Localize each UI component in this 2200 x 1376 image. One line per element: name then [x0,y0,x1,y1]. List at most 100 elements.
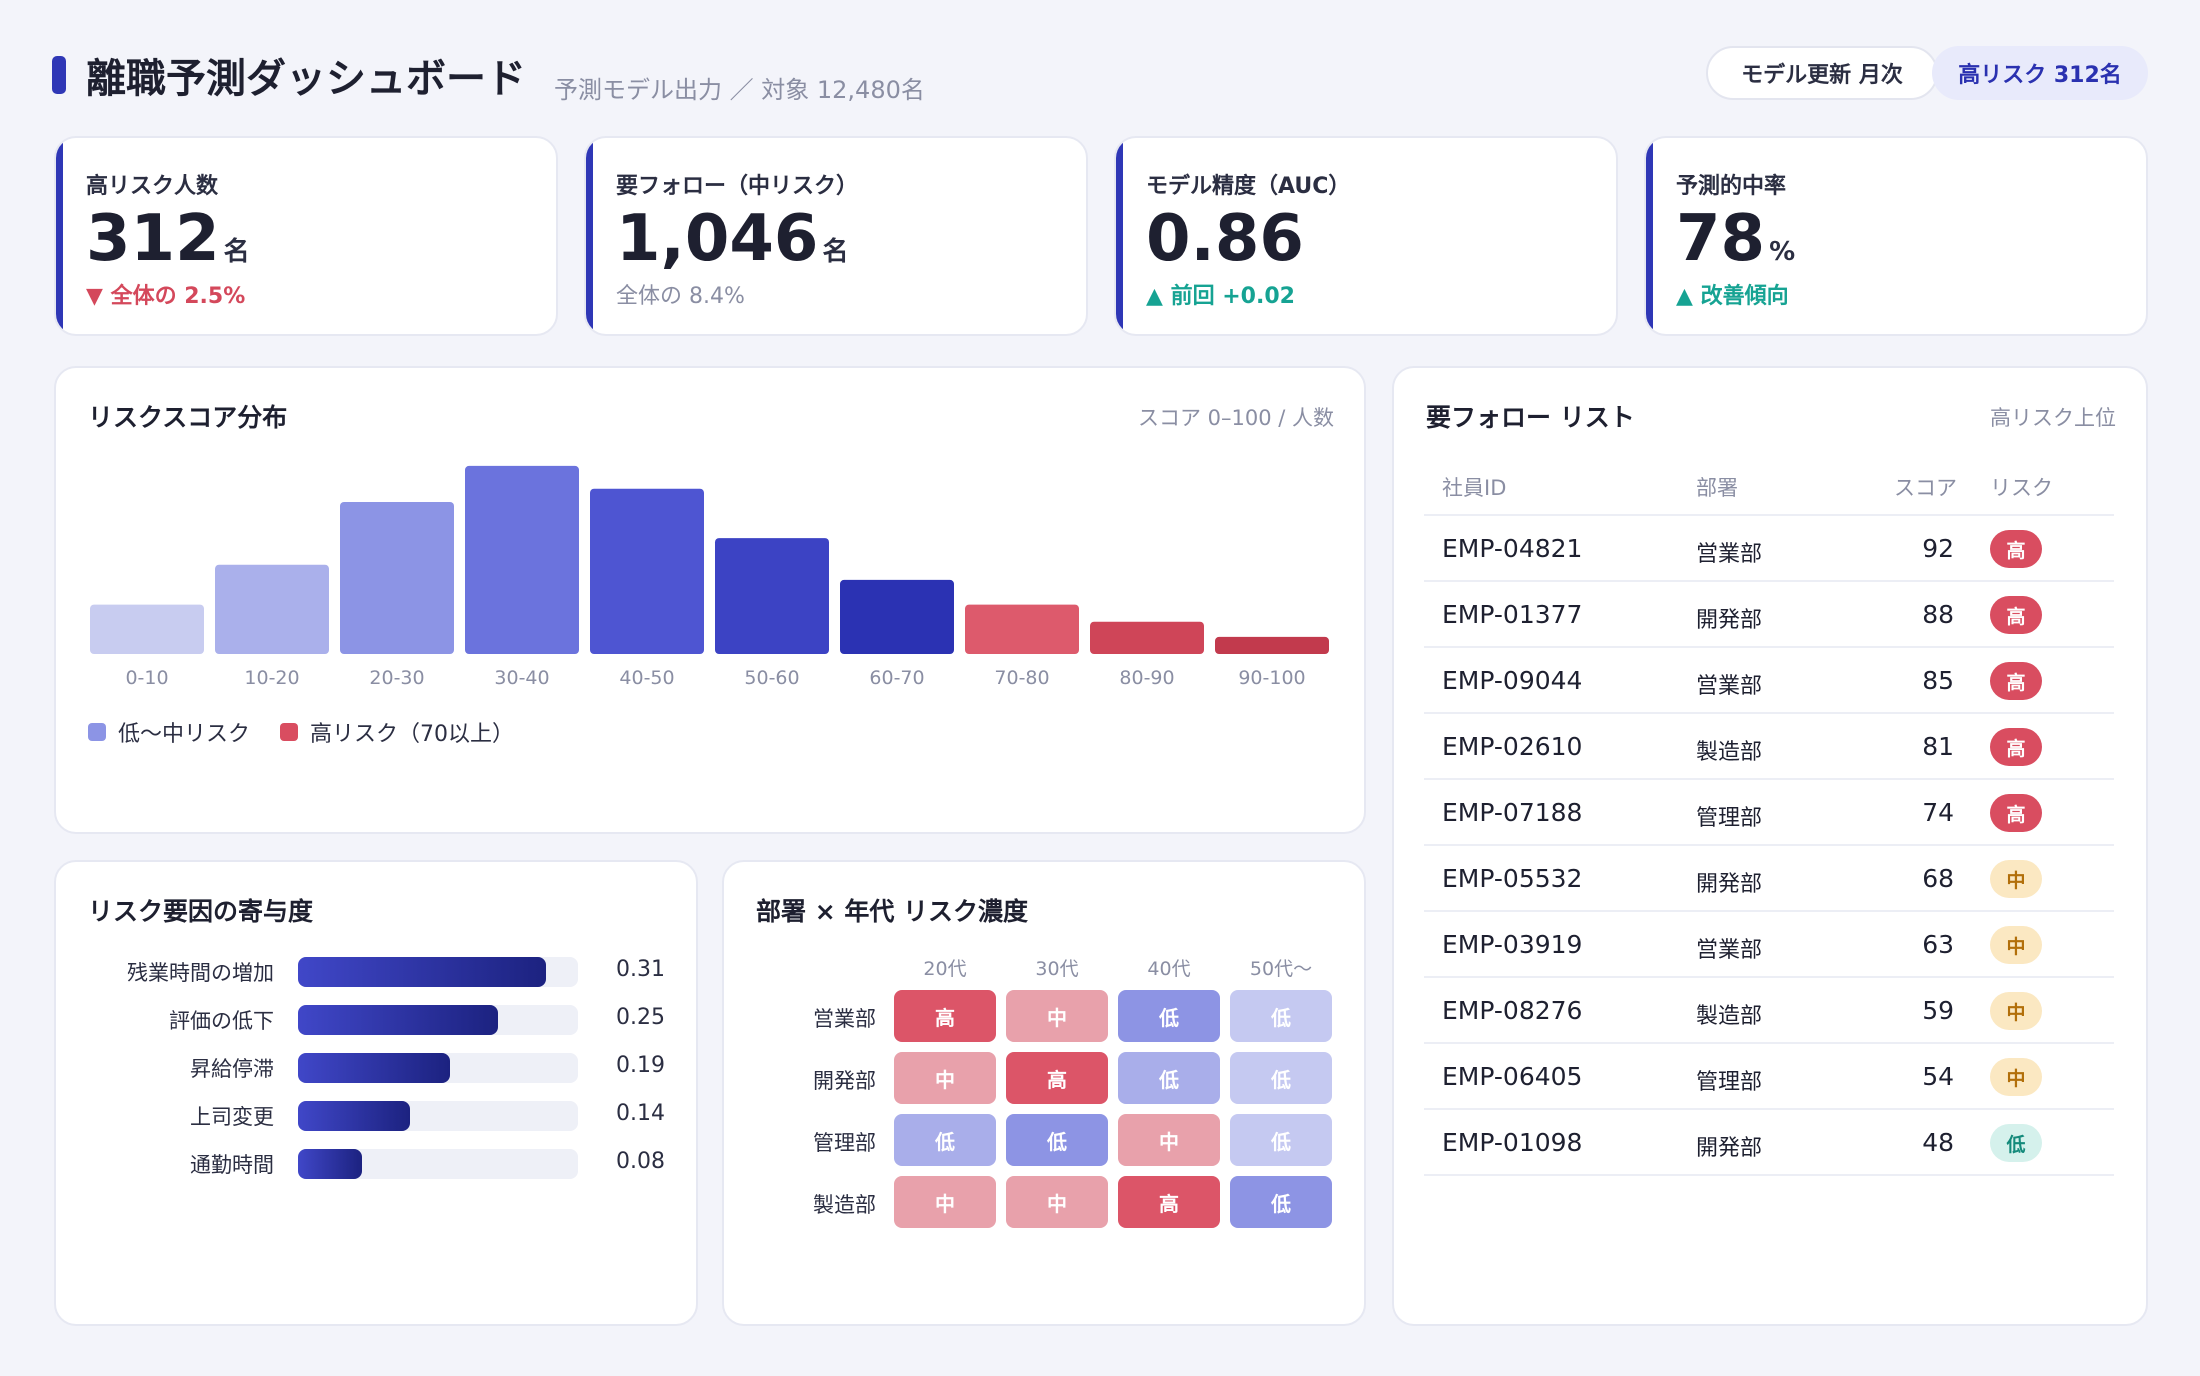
kpi-value: 0.86 [1146,204,1308,274]
risk-score: 81 [1922,732,1954,761]
heatmap-column-label: 30代 [1035,958,1079,980]
table-row[interactable]: EMP-04821 営業部 92 高 [1424,516,2114,582]
kpi-note: ▼ 全体の 2.5% [86,284,246,309]
table-row[interactable]: EMP-03919 営業部 63 中 [1424,912,2114,978]
x-tick-label: 20-30 [369,667,424,689]
column-header-dept[interactable]: 部署 [1696,476,1738,500]
kpi-card-model-auc: モデル精度（AUC） 0.86 ▲ 前回 +0.02 [1114,136,1618,336]
heatmap-cell[interactable]: 中 [1118,1114,1220,1166]
heatmap-column-label: 40代 [1147,958,1191,980]
factor-bar [298,1053,450,1083]
factor-row: 昇給停滞 0.19 [56,1050,696,1083]
heatmap-cell[interactable]: 低 [1118,990,1220,1042]
legend-swatch [280,723,299,741]
model-update-pill[interactable]: モデル更新 月次 [1706,46,1938,100]
factor-label: 評価の低下 [169,1009,274,1033]
table-row[interactable]: EMP-01377 開発部 88 高 [1424,582,2114,648]
kpi-accent [1116,138,1123,334]
heatmap-cell[interactable]: 中 [894,1052,996,1104]
card-title: 要フォロー リスト [1426,403,1635,432]
heatmap-cell[interactable]: 低 [1230,990,1332,1042]
factor-row: 評価の低下 0.25 [56,1002,696,1035]
heatmap-cell[interactable]: 低 [1230,1052,1332,1104]
table-row[interactable]: EMP-01098 開発部 48 低 [1424,1110,2114,1176]
heatmap-cell[interactable]: 低 [1006,1114,1108,1166]
bar-70-80[interactable] [965,604,1079,654]
risk-score: 54 [1922,1062,1954,1091]
kpi-value: 312 名 [86,204,250,274]
heatmap-cell[interactable]: 低 [1230,1114,1332,1166]
follow-list-card: 要フォロー リスト 高リスク上位 社員ID 部署 スコア リスク EMP-048… [1392,366,2148,1326]
kpi-accent [586,138,593,334]
heatmap-cell[interactable]: 中 [1006,990,1108,1042]
risk-score: 92 [1922,534,1954,563]
table-row[interactable]: EMP-07188 管理部 74 高 [1424,780,2114,846]
page-subtitle: 予測モデル出力 ／ 対象 12,480名 [554,76,925,104]
kpi-accent [56,138,63,334]
heatmap-cell[interactable]: 高 [894,990,996,1042]
kpi-accent [1646,138,1653,334]
heatmap-card: 部署 × 年代 リスク濃度 20代 30代 40代 50代〜 営業部高中低低開発部中高低… [722,860,1366,1326]
factor-label: 上司変更 [190,1105,274,1129]
page-title: 離職予測ダッシュボード [86,56,526,102]
kpi-value: 1,046 名 [616,204,848,274]
department: 管理部 [1696,806,1763,831]
risk-badge: 中 [1990,1058,2042,1096]
employee-id: EMP-03919 [1442,930,1583,959]
bar-0-10[interactable] [90,604,204,654]
heatmap-cell[interactable]: 低 [894,1114,996,1166]
table-row[interactable]: EMP-05532 開発部 68 中 [1424,846,2114,912]
bar-50-60[interactable] [715,538,829,654]
bar-10-20[interactable] [215,564,329,654]
employee-id: EMP-08276 [1442,996,1583,1025]
factor-label: 通勤時間 [190,1153,274,1177]
risk-badge: 中 [1990,926,2042,964]
factor-bar [298,1101,410,1131]
kpi-note: ▲ 前回 +0.02 [1146,284,1295,309]
column-header-risk[interactable]: リスク [1990,476,2053,500]
table-row[interactable]: EMP-09044 営業部 85 高 [1424,648,2114,714]
factor-track [298,1101,578,1131]
factor-track [298,1005,578,1035]
factor-value: 0.31 [616,957,665,982]
bar-90-100[interactable] [1215,636,1329,654]
x-tick-label: 0-10 [125,667,168,689]
heatmap-cell[interactable]: 高 [1006,1052,1108,1104]
bar-30-40[interactable] [465,465,579,654]
kpi-label: モデル精度（AUC） [1146,174,1351,199]
risk-score: 63 [1922,930,1954,959]
employee-id: EMP-01377 [1442,600,1583,629]
heatmap-row-label: 営業部 [813,1007,876,1031]
heatmap-cell[interactable]: 中 [894,1176,996,1228]
column-header-score[interactable]: スコア [1894,476,1957,500]
table-row[interactable]: EMP-06405 管理部 54 中 [1424,1044,2114,1110]
heatmap-column-label: 20代 [923,958,967,980]
bar-80-90[interactable] [1090,621,1204,654]
employee-id: EMP-09044 [1442,666,1583,695]
table-row[interactable]: EMP-08276 製造部 59 中 [1424,978,2114,1044]
heatmap-cell[interactable]: 高 [1118,1176,1220,1228]
heatmap-cell[interactable]: 中 [1006,1176,1108,1228]
factor-bar [298,957,546,987]
column-header-id[interactable]: 社員ID [1442,476,1507,500]
bar-60-70[interactable] [840,579,954,654]
kpi-number: 78 [1676,202,1766,276]
legend-item-low: 低〜中リスク [88,716,250,748]
legend-label: 高リスク（70以上） [310,722,515,747]
heatmap-cell[interactable]: 低 [1230,1176,1332,1228]
factor-bar [298,1149,362,1179]
bar-40-50[interactable] [590,488,704,654]
risk-badge: 低 [1990,1124,2042,1162]
heatmap-cell[interactable]: 低 [1118,1052,1220,1104]
heatmap-row-label: 開発部 [813,1069,876,1093]
card-meta: 高リスク上位 [1990,406,2116,430]
heatmap-row-label: 管理部 [813,1131,876,1155]
high-risk-pill[interactable]: 高リスク 312名 [1932,46,2148,100]
kpi-number: 0.86 [1146,202,1304,276]
x-tick-label: 90-100 [1238,667,1305,689]
department: 製造部 [1696,740,1763,765]
bar-20-30[interactable] [340,502,454,654]
legend-label: 低〜中リスク [118,722,251,747]
table-row[interactable]: EMP-02610 製造部 81 高 [1424,714,2114,780]
department: 開発部 [1696,1136,1763,1161]
